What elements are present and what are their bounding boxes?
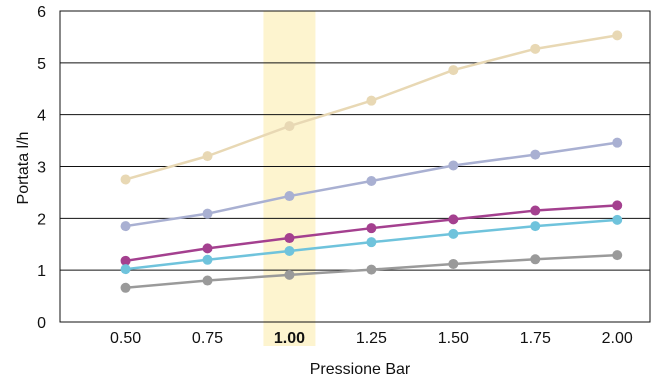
data-point — [448, 258, 459, 269]
x-tick-label: 1.00 — [274, 330, 305, 347]
data-point — [120, 264, 131, 275]
data-point — [202, 254, 213, 265]
data-point — [612, 137, 623, 148]
series-3 — [120, 200, 623, 266]
data-point — [530, 149, 541, 160]
data-point — [448, 65, 459, 76]
data-point — [530, 254, 541, 265]
x-tick-label: 2.00 — [602, 330, 633, 347]
x-tick-label: 1.25 — [356, 330, 387, 347]
data-point — [448, 160, 459, 171]
series-1 — [120, 30, 623, 185]
x-tick-label: 0.75 — [192, 330, 223, 347]
data-point — [284, 121, 295, 132]
data-point — [284, 233, 295, 244]
data-point — [120, 255, 131, 266]
data-point — [530, 43, 541, 54]
x-tick-label: 0.50 — [110, 330, 141, 347]
data-point — [612, 200, 623, 211]
highlight-band — [263, 11, 316, 346]
data-point — [202, 275, 213, 286]
y-tick-label: 4 — [37, 108, 46, 125]
data-point — [202, 208, 213, 219]
y-tick-label: 0 — [37, 315, 46, 332]
data-point — [530, 221, 541, 232]
y-tick-label: 1 — [37, 263, 46, 280]
data-point — [612, 250, 623, 261]
y-tick-label: 6 — [37, 4, 46, 21]
data-point — [120, 282, 131, 293]
data-point — [612, 30, 623, 41]
data-point — [284, 245, 295, 256]
data-point — [366, 176, 377, 187]
y-tick-label: 2 — [37, 211, 46, 228]
data-point — [120, 174, 131, 185]
data-point — [530, 205, 541, 216]
y-tick-label: 3 — [37, 160, 46, 177]
x-axis-ticks: 0.50 0.75 1.00 1.25 1.50 1.75 2.00 — [110, 330, 633, 347]
x-tick-label: 1.75 — [520, 330, 551, 347]
data-point — [366, 223, 377, 234]
series-line — [125, 34, 618, 181]
data-point — [448, 228, 459, 239]
series-4 — [120, 214, 623, 275]
x-axis-title: Pressione Bar — [310, 361, 411, 378]
data-point — [284, 269, 295, 280]
data-point — [284, 191, 295, 202]
data-point — [120, 221, 131, 232]
plot-frame — [59, 10, 651, 323]
data-point — [202, 151, 213, 162]
y-axis-ticks: 0 1 2 3 4 5 6 — [37, 4, 46, 332]
data-point — [366, 237, 377, 248]
data-point — [366, 95, 377, 106]
series-layer — [120, 30, 623, 293]
data-point — [448, 214, 459, 225]
data-point — [366, 264, 377, 275]
y-tick-label: 5 — [37, 56, 46, 73]
gridlines — [60, 62, 650, 271]
x-tick-label: 1.50 — [438, 330, 469, 347]
series-5 — [120, 250, 623, 293]
data-point — [612, 214, 623, 225]
y-axis-title: Portata l/h — [15, 132, 32, 205]
series-2 — [120, 137, 623, 232]
data-point — [202, 243, 213, 254]
